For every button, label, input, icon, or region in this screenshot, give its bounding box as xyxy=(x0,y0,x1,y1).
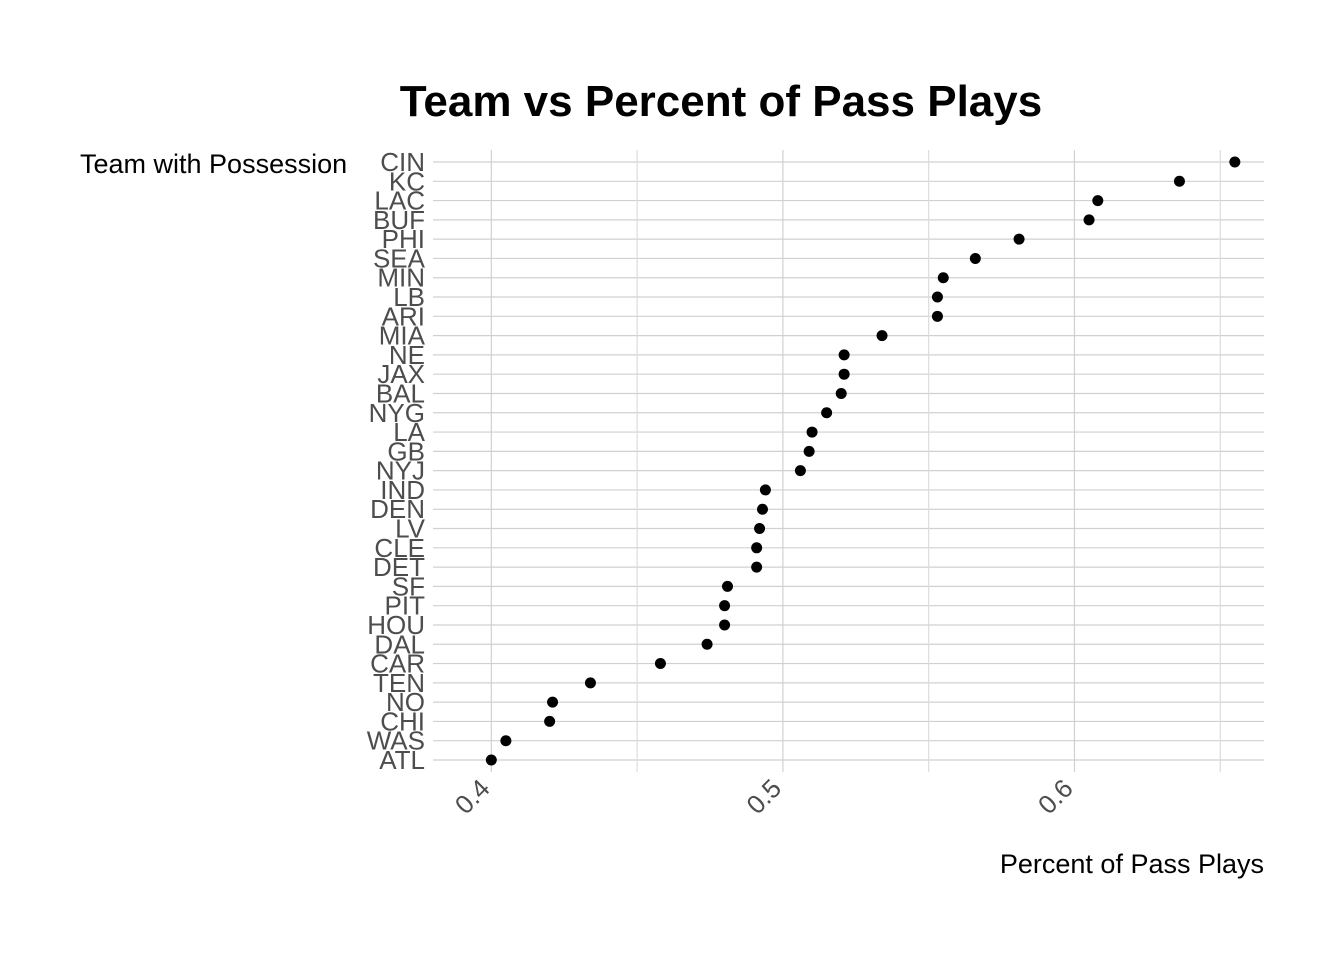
data-points xyxy=(485,156,1241,766)
data-point-car xyxy=(654,658,666,670)
y-tick-label: CAR xyxy=(370,649,425,679)
data-point-min xyxy=(937,272,949,284)
data-point-gb xyxy=(803,445,815,457)
y-tick-label: BAL xyxy=(376,378,425,408)
data-point-ne xyxy=(838,349,850,361)
y-tick-label: NO xyxy=(386,687,425,717)
y-tick-label: NYJ xyxy=(376,456,425,486)
y-tick-label: SEA xyxy=(373,243,426,273)
y-tick-label: LB xyxy=(393,282,425,312)
y-tick-label: LAC xyxy=(374,186,425,216)
plot-grid xyxy=(433,150,1264,772)
y-tick-label: DET xyxy=(373,552,425,582)
y-tick-label: GB xyxy=(387,436,425,466)
data-point-lv xyxy=(754,523,766,535)
y-tick-label: WAS xyxy=(367,726,425,756)
chart-title: Team vs Percent of Pass Plays xyxy=(400,77,1042,126)
data-point-nyg xyxy=(821,407,833,419)
y-axis-tick-labels: CINKCLACBUFPHISEAMINLBARIMIANEJAXBALNYGL… xyxy=(367,147,426,775)
y-tick-label: JAX xyxy=(377,359,425,389)
y-tick-label: ATL xyxy=(379,745,425,775)
y-tick-label: LA xyxy=(393,417,425,447)
data-point-lb xyxy=(931,291,943,303)
data-point-dal xyxy=(701,638,713,650)
y-tick-label: LV xyxy=(395,514,426,544)
data-point-atl xyxy=(485,754,497,766)
y-tick-label: DEN xyxy=(370,494,425,524)
data-point-lac xyxy=(1092,195,1104,207)
data-point-ari xyxy=(931,310,943,322)
y-tick-label: CHI xyxy=(380,706,425,736)
y-tick-label: PIT xyxy=(385,591,426,621)
y-tick-label: BUF xyxy=(373,205,425,235)
data-point-det xyxy=(751,561,763,573)
y-tick-label: DAL xyxy=(374,629,425,659)
data-point-pit xyxy=(719,600,731,612)
y-tick-label: ARI xyxy=(382,301,425,331)
data-point-nyj xyxy=(794,465,806,477)
data-point-sf xyxy=(721,580,733,592)
data-point-no xyxy=(547,696,559,708)
data-point-chi xyxy=(544,715,556,727)
y-axis-title: Team with Possession xyxy=(80,149,347,179)
data-point-kc xyxy=(1173,175,1185,187)
data-point-hou xyxy=(719,619,731,631)
data-point-la xyxy=(806,426,818,438)
y-tick-label: MIN xyxy=(377,263,425,293)
data-point-mia xyxy=(876,330,888,342)
y-tick-label: HOU xyxy=(367,610,425,640)
y-tick-label: CIN xyxy=(380,147,425,177)
x-tick-label: 0.6 xyxy=(1032,773,1079,820)
y-tick-label: IND xyxy=(380,475,425,505)
y-tick-label: NE xyxy=(389,340,425,370)
x-axis-tick-labels: 0.4 0.5 0.6 xyxy=(449,773,1079,820)
y-tick-label: TEN xyxy=(373,668,425,698)
data-point-buf xyxy=(1083,214,1095,226)
data-point-phi xyxy=(1013,233,1025,245)
data-point-cle xyxy=(751,542,763,554)
y-tick-label: PHI xyxy=(382,224,425,254)
data-point-was xyxy=(500,735,512,747)
data-point-ind xyxy=(759,484,771,496)
y-tick-label: NYG xyxy=(369,398,425,428)
y-tick-label: MIA xyxy=(379,321,426,351)
y-tick-label: KC xyxy=(389,166,425,196)
data-point-den xyxy=(756,503,768,515)
x-axis-title: Percent of Pass Plays xyxy=(1000,849,1264,879)
x-tick-label: 0.4 xyxy=(449,773,496,820)
y-tick-label: SF xyxy=(392,571,425,601)
data-point-jax xyxy=(838,368,850,380)
data-point-ten xyxy=(584,677,596,689)
x-tick-label: 0.5 xyxy=(740,773,787,820)
data-point-bal xyxy=(835,387,847,399)
y-tick-label: CLE xyxy=(374,533,425,563)
data-point-cin xyxy=(1229,156,1241,168)
data-point-sea xyxy=(969,252,981,264)
